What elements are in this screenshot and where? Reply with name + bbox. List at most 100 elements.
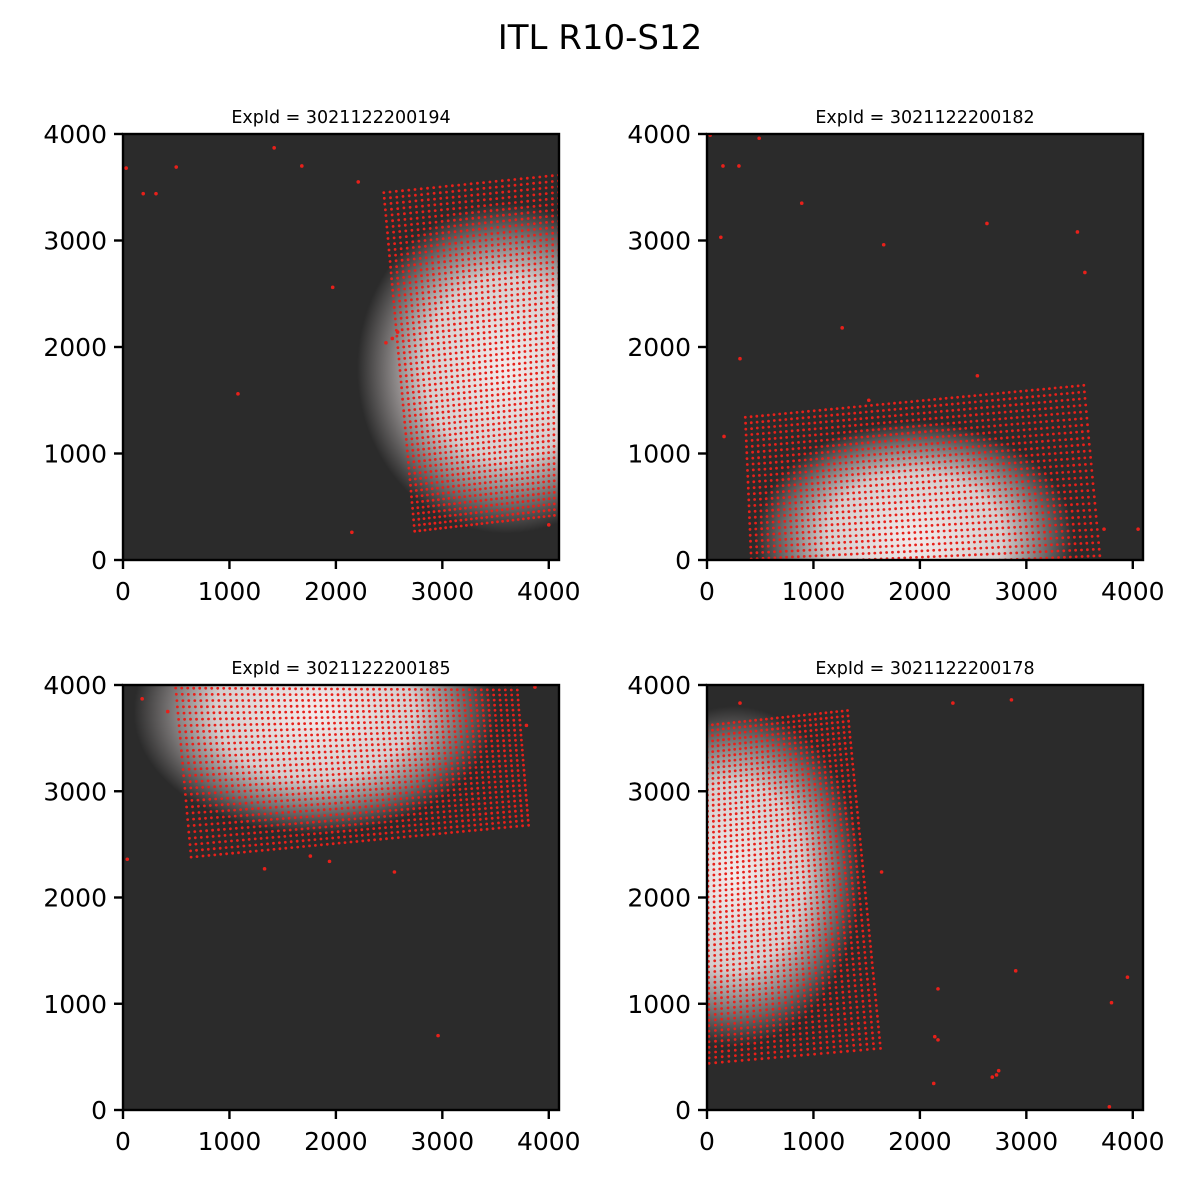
spot-marker <box>475 771 478 775</box>
spot-marker <box>514 224 518 227</box>
spot-marker <box>520 460 524 463</box>
spot-marker <box>449 444 453 448</box>
spot-marker <box>394 742 398 746</box>
spot-marker <box>418 806 422 810</box>
spot-marker <box>407 753 411 756</box>
spot-marker <box>506 718 510 722</box>
spot-marker <box>212 779 216 782</box>
spot-marker <box>393 242 396 246</box>
spot-marker <box>1057 556 1060 559</box>
spot-marker <box>364 732 367 736</box>
spot-marker <box>459 524 463 528</box>
spot-marker <box>436 417 440 420</box>
spot-marker <box>563 323 566 326</box>
spot-marker <box>298 733 302 737</box>
spot-marker <box>355 704 359 708</box>
spot-marker <box>276 681 279 684</box>
spot-marker <box>493 457 497 460</box>
spot-marker <box>508 403 511 407</box>
spot-marker <box>873 545 876 549</box>
spot-marker <box>541 434 545 438</box>
spot-marker <box>438 272 441 276</box>
spot-marker <box>532 222 536 226</box>
spot-marker <box>311 751 315 754</box>
spot-marker <box>872 440 876 444</box>
spot-marker <box>367 698 370 702</box>
spot-marker <box>333 727 337 731</box>
spot-marker <box>494 790 498 794</box>
spot-marker <box>421 297 425 300</box>
spot-marker <box>415 500 419 504</box>
spot-marker <box>464 792 468 796</box>
spot-marker <box>409 774 413 778</box>
spot-marker <box>265 764 268 768</box>
spot-marker <box>269 812 273 815</box>
spot-marker <box>859 423 863 427</box>
spot-marker <box>1071 522 1075 526</box>
spot-marker <box>174 692 178 696</box>
spot-marker <box>967 547 971 551</box>
spot-marker <box>563 455 566 458</box>
spot-marker <box>1092 554 1096 558</box>
spot-marker <box>458 200 461 204</box>
chart-panel-2: 0 1000 2000 3000 400001000200030004000ExpId … <box>627 108 1164 606</box>
spot-marker <box>856 466 860 470</box>
spot-marker <box>497 754 501 758</box>
spot-marker <box>222 686 226 690</box>
spot-marker <box>485 755 489 758</box>
spot-marker <box>425 487 429 491</box>
spot-marker <box>525 436 529 440</box>
spot-marker <box>476 326 480 329</box>
spot-marker <box>188 711 192 715</box>
spot-marker <box>466 454 470 458</box>
spot-marker <box>1064 503 1067 507</box>
spot-marker <box>437 434 441 438</box>
spot-marker <box>563 484 566 487</box>
spot-marker <box>551 324 555 327</box>
spot-marker <box>1037 531 1040 534</box>
spot-marker <box>383 748 387 752</box>
spot-marker <box>870 508 874 512</box>
spot-marker <box>744 427 748 431</box>
spot-marker <box>526 217 530 220</box>
spot-marker <box>984 457 987 460</box>
spot-marker <box>460 745 464 749</box>
spot-marker <box>483 802 487 805</box>
spot-marker <box>1056 412 1059 416</box>
stray-point <box>721 164 725 168</box>
spot-marker <box>776 496 780 500</box>
spot-marker <box>257 807 260 810</box>
spot-marker <box>552 450 556 454</box>
spot-marker <box>446 207 449 211</box>
spot-marker <box>465 344 469 348</box>
spot-marker <box>419 343 423 347</box>
spot-marker <box>365 743 368 747</box>
spot-marker <box>511 339 515 343</box>
spot-marker <box>444 688 447 691</box>
spot-marker <box>1074 417 1077 421</box>
spot-marker <box>402 693 406 697</box>
spot-marker <box>808 548 812 552</box>
spot-marker <box>281 746 285 749</box>
spot-marker <box>1079 542 1083 545</box>
spot-marker <box>329 819 333 823</box>
spot-marker <box>761 545 764 548</box>
spot-marker <box>359 749 363 753</box>
spot-marker <box>911 418 915 422</box>
spot-marker <box>529 343 532 347</box>
spot-marker <box>1096 534 1100 538</box>
spot-marker <box>515 252 519 256</box>
spot-marker <box>843 443 847 446</box>
spot-marker <box>421 285 424 289</box>
spot-marker <box>249 789 253 793</box>
spot-marker <box>471 211 474 215</box>
spot-marker <box>547 468 551 472</box>
spot-marker <box>880 483 884 487</box>
spot-marker <box>197 742 201 746</box>
spot-marker <box>399 247 403 251</box>
spot-marker <box>1046 504 1050 508</box>
spot-marker <box>428 458 432 462</box>
spot-marker <box>1026 473 1030 477</box>
spot-marker <box>563 242 566 245</box>
spot-marker <box>411 512 415 516</box>
